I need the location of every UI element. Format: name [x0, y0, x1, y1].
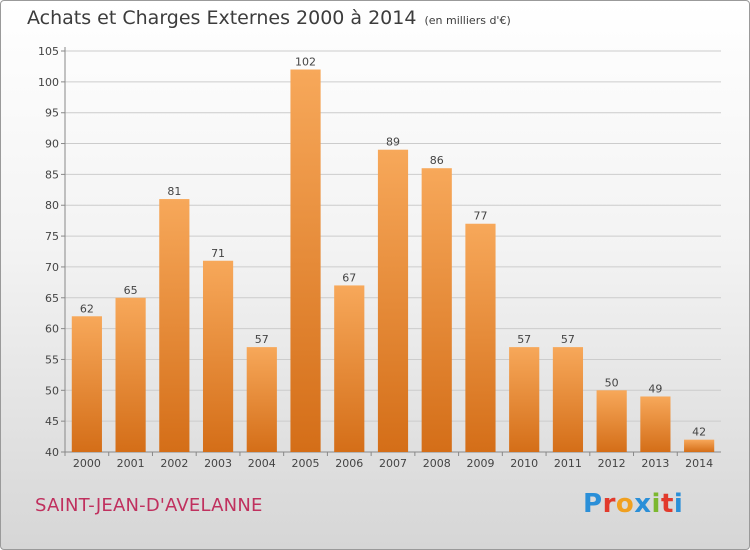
x-tick-label: 2011: [554, 457, 582, 470]
x-tick-label: 2006: [335, 457, 363, 470]
x-tick-label: 2009: [466, 457, 494, 470]
commune-name: SAINT-JEAN-D'AVELANNE: [35, 495, 263, 516]
x-tick-label: 2012: [598, 457, 626, 470]
logo-letter: t: [660, 489, 674, 519]
value-label: 81: [167, 185, 181, 198]
bar-2007: [377, 149, 409, 452]
bar-2004: [246, 347, 277, 452]
logo-letter: i: [651, 489, 661, 519]
y-tick-label: 80: [45, 199, 59, 212]
logo-letter: o: [615, 489, 635, 519]
value-label: 71: [211, 247, 225, 260]
labels: 40 45 50 55 60 65 70 75 80 85 90 95 100 105 62 2000 65 20…: [38, 45, 713, 470]
y-tick-label: 45: [45, 415, 59, 428]
value-label: 57: [517, 333, 531, 346]
bar-2000: [71, 316, 102, 452]
value-label: 50: [605, 376, 619, 389]
bar-2010: [509, 347, 540, 452]
value-label: 65: [124, 284, 138, 297]
x-tick-label: 2013: [641, 457, 669, 470]
x-tick-label: 2008: [423, 457, 451, 470]
bar-2006: [334, 285, 365, 452]
x-tick-label: 2007: [379, 457, 407, 470]
value-label: 57: [255, 333, 269, 346]
value-label: 57: [561, 333, 575, 346]
x-tick-label: 2002: [160, 457, 188, 470]
y-tick-label: 55: [45, 353, 59, 366]
bar-2005: [290, 69, 321, 452]
value-label: 89: [386, 136, 400, 149]
bar-2011: [552, 347, 584, 452]
x-tick-label: 2001: [117, 457, 145, 470]
value-label: 49: [648, 382, 662, 395]
y-tick-label: 100: [38, 76, 59, 89]
chart-title: Achats et Charges Externes 2000 à 2014 (e…: [27, 7, 511, 29]
title-text: Achats et Charges Externes 2000 à 2014: [27, 7, 417, 29]
y-tick-label: 65: [45, 292, 59, 305]
y-tick-label: 75: [45, 230, 59, 243]
bars: [71, 69, 715, 452]
x-tick-label: 2005: [292, 457, 320, 470]
x-tick-label: 2014: [685, 457, 713, 470]
y-tick-label: 40: [45, 446, 59, 459]
logo-letter: r: [602, 489, 616, 519]
logo-letter: i: [673, 489, 684, 519]
bar-2002: [159, 199, 190, 452]
y-tick-label: 70: [45, 261, 59, 274]
x-tick-label: 2010: [510, 457, 538, 470]
unit-label: (en milliers d'€): [424, 14, 511, 27]
y-tick-label: 95: [45, 107, 59, 120]
proxiti-logo[interactable]: Proxiti: [583, 489, 683, 519]
value-label: 42: [692, 426, 706, 439]
value-label: 62: [80, 302, 94, 315]
bar-2009: [465, 223, 496, 452]
logo-letter: x: [634, 489, 652, 519]
bar-2008: [421, 168, 452, 452]
value-label: 86: [430, 154, 444, 167]
y-tick-label: 105: [38, 45, 59, 58]
x-tick-label: 2004: [248, 457, 276, 470]
y-tick-label: 90: [45, 138, 59, 151]
x-tick-label: 2000: [73, 457, 101, 470]
bar-2014: [684, 439, 715, 452]
value-label: 67: [342, 271, 356, 284]
logo-letter: P: [583, 489, 603, 519]
y-tick-label: 60: [45, 323, 59, 336]
value-label: 77: [473, 210, 487, 223]
bar-2003: [202, 260, 234, 452]
y-tick-label: 85: [45, 168, 59, 181]
bar-2012: [596, 390, 627, 452]
x-tick-label: 2003: [204, 457, 232, 470]
bar-2001: [115, 297, 146, 452]
bar-2013: [640, 396, 671, 452]
y-tick-label: 50: [45, 384, 59, 397]
value-label: 102: [295, 56, 316, 69]
